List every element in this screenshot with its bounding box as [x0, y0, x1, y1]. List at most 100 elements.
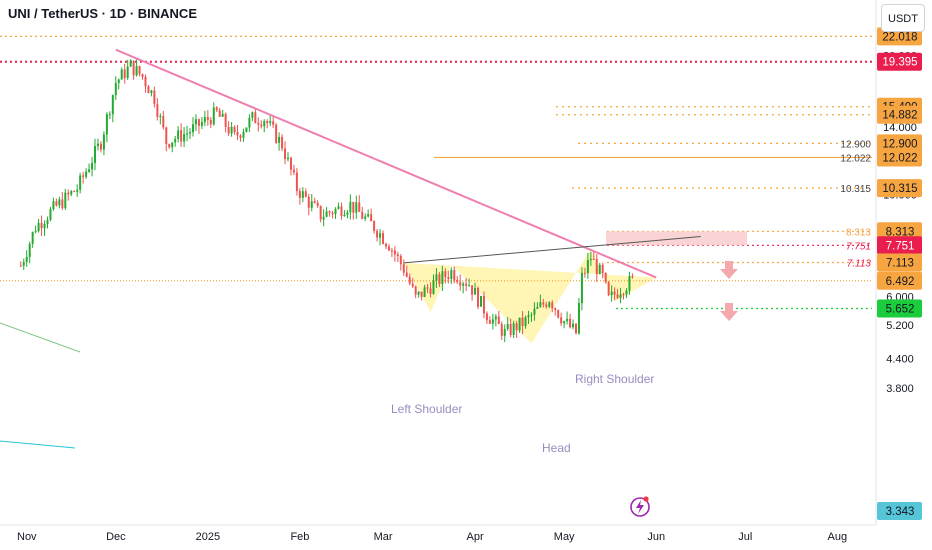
y-tick-label: 3.800: [886, 383, 914, 395]
y-tick-label: 5.200: [886, 320, 914, 332]
candle-body: [168, 144, 171, 148]
candle-body: [108, 114, 111, 116]
candle-body: [521, 317, 524, 327]
lightning-icon[interactable]: [630, 496, 650, 517]
candle-body: [46, 219, 49, 225]
price-badge: [877, 502, 922, 520]
candle-body: [631, 276, 634, 278]
candle-body: [441, 271, 444, 284]
candle-body: [52, 201, 55, 210]
candle-body: [482, 296, 485, 314]
line-price-label: 8.313: [846, 227, 871, 238]
left-shoulder-label: Left Shoulder: [391, 402, 462, 416]
candle-body: [560, 317, 563, 324]
candle-body: [554, 308, 557, 311]
candle-body: [91, 162, 94, 170]
candle-body: [577, 303, 580, 334]
x-tick-label: May: [554, 531, 575, 543]
candle-body: [435, 274, 438, 281]
candle-body: [390, 250, 393, 252]
candle-body: [322, 216, 325, 220]
candle-body: [64, 192, 67, 209]
candle-body: [218, 110, 221, 117]
candle-body: [364, 216, 367, 219]
candle-body: [76, 189, 79, 192]
candle-body: [340, 206, 343, 216]
candle-body: [607, 282, 610, 296]
candle-body: [165, 127, 168, 145]
candle-body: [405, 272, 408, 277]
x-tick-label: 2025: [196, 531, 220, 543]
candle-body: [373, 221, 376, 231]
price-badge: [877, 148, 922, 167]
price-badge-label: 12.900: [882, 138, 917, 150]
candle-body: [367, 214, 370, 217]
candle-body: [595, 259, 598, 274]
symbol-title: UNI / TetherUS · 1D · BINANCE: [8, 6, 197, 21]
price-badge-label: 12.022: [882, 152, 917, 164]
candle-body: [31, 232, 34, 244]
x-tick-label: Apr: [467, 531, 484, 543]
candle-body: [530, 314, 533, 316]
candle-body: [85, 171, 88, 177]
price-badge: [877, 105, 922, 124]
y-tick-label: 4.400: [886, 354, 914, 366]
candle-body: [114, 83, 117, 96]
y-tick-label: 14.000: [883, 122, 917, 134]
candle-body: [346, 212, 349, 215]
price-badge-label: 7.113: [886, 258, 914, 270]
candle-body: [25, 257, 28, 263]
candle-body: [126, 66, 129, 79]
candle-body: [156, 104, 159, 117]
candle-body: [417, 291, 420, 295]
price-badge: [877, 253, 922, 272]
candle-body: [141, 74, 144, 77]
candle-body: [465, 283, 468, 286]
candle-body: [572, 323, 575, 328]
candle-body: [382, 233, 385, 244]
candle-body: [539, 302, 542, 307]
candle-body: [518, 317, 521, 331]
price-badge: [877, 134, 922, 153]
support-line: [0, 322, 81, 353]
candle-body: [248, 117, 251, 128]
candle-body: [569, 318, 572, 328]
price-badge-label: 10.315: [882, 183, 917, 195]
candle-body: [19, 265, 22, 267]
candle-body: [171, 142, 174, 148]
candle-body: [622, 294, 625, 296]
candle-body: [40, 222, 43, 229]
candle-body: [349, 201, 352, 213]
candle-body: [212, 107, 215, 125]
candle-body: [361, 211, 364, 219]
candle-body: [352, 201, 355, 213]
candle-body: [307, 196, 310, 208]
currency-button[interactable]: USDT: [881, 4, 925, 32]
candle-body: [506, 324, 509, 329]
candle-body: [533, 308, 536, 315]
candle-body: [102, 134, 105, 150]
candle-body: [272, 121, 275, 125]
price-badge-label: 6.492: [886, 276, 915, 288]
candle-body: [512, 323, 515, 335]
candle-body: [313, 201, 316, 203]
candle-body: [203, 117, 206, 123]
candle-body: [227, 126, 230, 134]
candle-body: [55, 201, 58, 206]
price-badge-label: 3.343: [886, 506, 915, 518]
candle-body: [557, 310, 560, 318]
candle-body: [396, 254, 399, 257]
candle-body: [566, 318, 569, 322]
candle-body: [73, 191, 76, 193]
candle-body: [376, 230, 379, 238]
price-badge-label: 7.751: [886, 240, 915, 252]
candle-body: [144, 76, 147, 87]
candle-body: [319, 205, 322, 220]
candle-body: [257, 123, 260, 125]
price-badge: [877, 299, 922, 318]
candle-body: [183, 134, 186, 142]
candle-body: [479, 296, 482, 307]
candle-body: [284, 148, 287, 160]
candle-body: [447, 276, 450, 279]
